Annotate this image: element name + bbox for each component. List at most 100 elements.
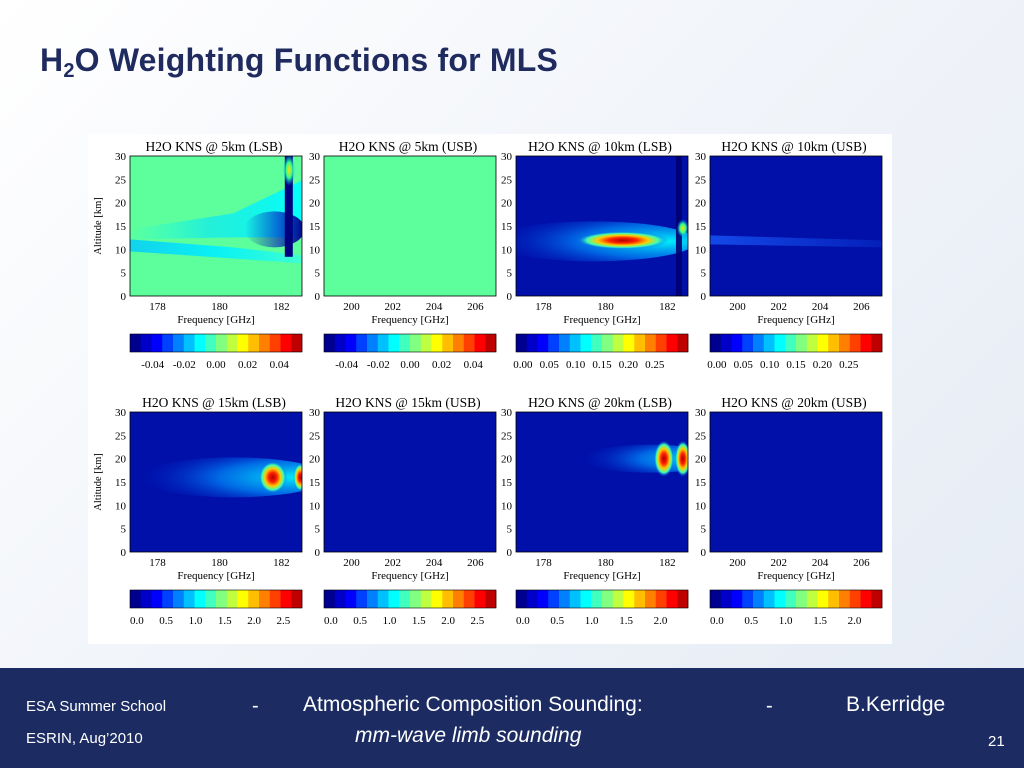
y-tick-label: 25 xyxy=(501,174,513,186)
y-tick-label: 0 xyxy=(315,547,321,559)
colorbar-swatch xyxy=(710,590,722,608)
colorbar-swatch xyxy=(849,590,861,608)
colorbar-swatch xyxy=(591,334,603,352)
colorbar-swatch xyxy=(367,590,379,608)
chart-panel: H2O KNS @ 20km (USB) 30 25 20 15 10 5 0 200 202 20… xyxy=(695,395,883,627)
colorbar-frame xyxy=(323,589,497,609)
colorbar-tick-label: 0.5 xyxy=(550,615,564,627)
colorbar-swatch xyxy=(431,334,443,352)
y-tick-label: 0 xyxy=(315,291,321,303)
colorbar-swatch xyxy=(612,334,624,352)
colorbar-swatch xyxy=(420,334,432,352)
colorbar-swatch xyxy=(205,334,217,352)
colorbar-swatch xyxy=(151,334,163,352)
x-axis-label: Frequency [GHz] xyxy=(177,314,254,326)
colorbar-tick-label: 0.10 xyxy=(566,359,586,371)
colorbar-tick-label: 0.04 xyxy=(464,359,484,371)
colorbar-frame xyxy=(323,333,497,353)
chart-panel: H2O KNS @ 5km (LSB) 30 25 20 15 10 5 0 Altitude … xyxy=(93,139,303,371)
colorbar-swatch xyxy=(612,590,624,608)
x-tick-label: 202 xyxy=(385,301,402,313)
colorbar-swatch xyxy=(431,590,443,608)
colorbar-swatch xyxy=(388,334,400,352)
colorbar-swatch xyxy=(345,590,357,608)
y-tick-label: 30 xyxy=(309,151,321,163)
y-tick-label: 5 xyxy=(701,524,707,536)
y-tick-label: 20 xyxy=(309,454,321,466)
colorbar: 0.0 0.5 1.0 1.5 2.0 xyxy=(515,589,689,627)
x-tick-label: 204 xyxy=(426,557,443,569)
x-tick-label: 178 xyxy=(535,557,552,569)
y-tick-label: 5 xyxy=(315,268,321,280)
x-tick-label: 206 xyxy=(853,557,870,569)
colorbar-swatch xyxy=(474,590,486,608)
chart-panel: H2O KNS @ 15km (USB) 30 25 20 15 10 5 0 200 202 20… xyxy=(309,395,497,627)
y-tick-label: 15 xyxy=(115,221,127,233)
y-tick-label: 30 xyxy=(695,151,707,163)
heatmap-edge-peak xyxy=(676,219,688,238)
colorbar-swatch xyxy=(140,590,152,608)
y-tick-label: 30 xyxy=(309,407,321,419)
heatmap-features xyxy=(130,156,302,264)
heatmap-peak xyxy=(653,440,674,477)
x-axis-label: Frequency [GHz] xyxy=(757,570,834,582)
colorbar: -0.04 -0.02 0.00 0.02 0.04 xyxy=(323,333,497,371)
colorbar-swatch xyxy=(140,334,152,352)
colorbar-swatch xyxy=(785,590,797,608)
colorbar-swatch xyxy=(410,334,422,352)
x-axis-label: Frequency [GHz] xyxy=(757,314,834,326)
colorbar-swatch xyxy=(248,334,260,352)
heatmap-top-peak xyxy=(283,156,296,186)
colorbar-swatch xyxy=(356,334,368,352)
colorbar-swatch xyxy=(248,590,260,608)
heatmap-peak xyxy=(576,231,669,250)
colorbar-swatch xyxy=(151,590,163,608)
title-rest: O Weighting Functions for MLS xyxy=(74,42,559,78)
weighting-function-figure: H2O KNS @ 5km (LSB) 30 25 20 15 10 5 0 Altitude … xyxy=(88,134,892,644)
colorbar-swatch xyxy=(237,590,249,608)
colorbar-swatch xyxy=(806,334,818,352)
colorbar-swatch xyxy=(399,334,411,352)
colorbar-swatch xyxy=(420,590,432,608)
y-tick-label: 0 xyxy=(701,547,707,559)
x-tick-label: 178 xyxy=(535,301,552,313)
title-subscript: 2 xyxy=(63,60,75,82)
y-tick-label: 15 xyxy=(115,477,127,489)
colorbar-swatch xyxy=(183,334,195,352)
chart-title: H2O KNS @ 10km (LSB) xyxy=(528,139,672,154)
colorbar-swatch xyxy=(634,334,646,352)
y-tick-label: 5 xyxy=(507,524,513,536)
chart-panel: H2O KNS @ 5km (USB) 30 25 20 15 10 5 0 200 202 204… xyxy=(309,139,497,371)
colorbar-swatch xyxy=(742,590,754,608)
colorbar-swatch xyxy=(226,334,238,352)
x-tick-label: 204 xyxy=(426,301,443,313)
colorbar-swatch xyxy=(269,590,281,608)
colorbar-swatch xyxy=(559,334,571,352)
heatmap-peak xyxy=(258,461,287,494)
colorbar-tick-label: 2.0 xyxy=(247,615,261,627)
colorbar-swatch xyxy=(655,590,667,608)
chart-panel: H2O KNS @ 10km (LSB) 30 25 20 15 10 5 0 178 180 18… xyxy=(501,139,689,371)
colorbar-swatch xyxy=(602,590,614,608)
colorbar-swatch xyxy=(763,334,775,352)
footer-school: ESA Summer School xyxy=(26,698,167,715)
y-tick-label: 5 xyxy=(507,268,513,280)
colorbar-swatch xyxy=(280,334,292,352)
chart-panel: H2O KNS @ 10km (USB) 30 25 20 15 10 5 0 200 202 20… xyxy=(695,139,883,371)
colorbar-tick-label: 1.0 xyxy=(189,615,203,627)
heatmap-negative-lobe xyxy=(244,211,302,248)
colorbar-swatch xyxy=(356,590,368,608)
colorbar: 0.00 0.05 0.10 0.15 0.20 0.25 xyxy=(707,333,883,371)
colorbar-swatch xyxy=(269,334,281,352)
colorbar-swatch xyxy=(526,334,538,352)
x-axis-label: Frequency [GHz] xyxy=(563,570,640,582)
colorbar-tick-label: 1.5 xyxy=(813,615,827,627)
colorbar-swatch xyxy=(453,590,465,608)
colorbar-swatch xyxy=(548,334,560,352)
chart-title: H2O KNS @ 20km (LSB) xyxy=(528,395,672,410)
colorbar-swatch xyxy=(173,590,185,608)
colorbar-frame xyxy=(515,589,689,609)
colorbar-tick-label: 0.00 xyxy=(513,359,533,371)
y-tick-label: 0 xyxy=(121,547,127,559)
y-tick-label: 15 xyxy=(309,221,321,233)
